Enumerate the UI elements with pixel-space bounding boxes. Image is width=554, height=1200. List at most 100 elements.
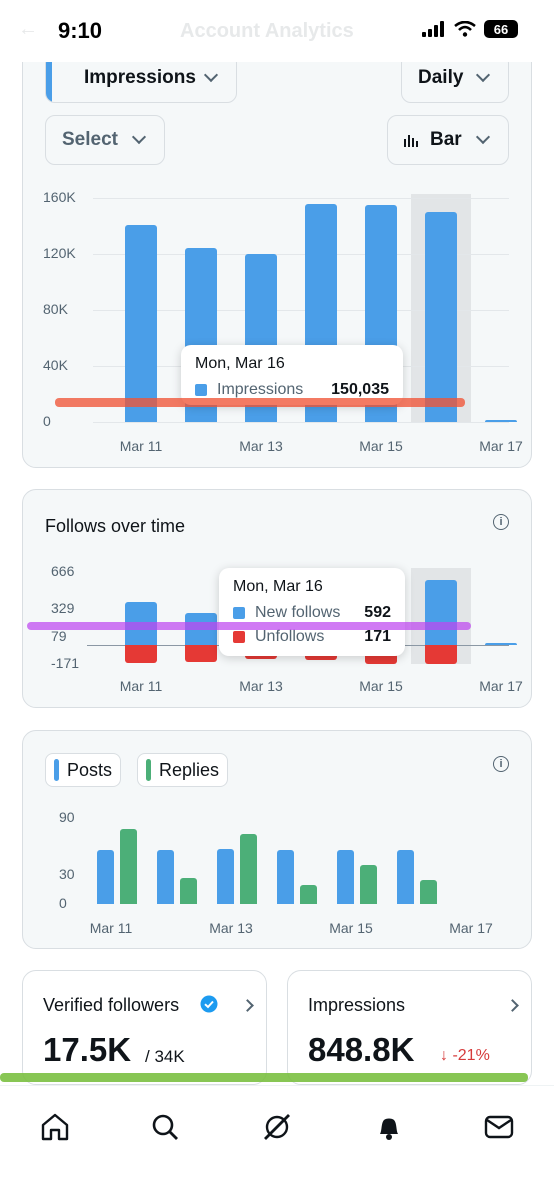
- impressions-chart-card: Impressions Daily Select Bar 160K 120K 80K…: [22, 40, 532, 468]
- impressions-bar: [485, 419, 517, 422]
- x-tick-label: Mar 15: [329, 920, 373, 936]
- grok-icon[interactable]: [260, 1110, 294, 1144]
- chart-type-dropdown[interactable]: Bar: [387, 115, 509, 165]
- info-icon[interactable]: i: [493, 756, 509, 772]
- grid-line: [93, 198, 509, 199]
- highlight-stroke-orange: [55, 398, 465, 407]
- y-tick-label: 329: [51, 600, 75, 617]
- y-tick-label: 40K: [43, 357, 68, 373]
- replies-bar: [240, 834, 257, 904]
- replies-bar: [420, 880, 437, 904]
- posts-bar: [217, 848, 234, 904]
- follows-tooltip: Mon, Mar 16 New follows 592 Unfollows 17…: [219, 568, 405, 656]
- legend-replies-label: Replies: [159, 759, 220, 780]
- y-tick-label: 0: [43, 413, 51, 429]
- grid-line: [93, 310, 509, 311]
- tooltip-date: Mon, Mar 16: [195, 355, 285, 372]
- metric-color-marker: [46, 54, 52, 102]
- impressions-plot: 160K 120K 80K 40K 0 Mar 11 Mar 13 Mar 15 Mar 17: [23, 41, 533, 469]
- tooltip-label: Impressions: [217, 381, 304, 398]
- tooltip-value-unf: 171: [364, 628, 391, 645]
- screen-title: Account Analytics: [180, 20, 354, 42]
- metric-label: Impressions: [84, 67, 196, 88]
- posts-bar: [277, 849, 294, 904]
- x-tick-label: Mar 13: [239, 438, 283, 454]
- verified-followers-title: Verified followers: [43, 995, 180, 1015]
- period-label: Daily: [418, 67, 464, 88]
- messages-icon[interactable]: [482, 1110, 516, 1144]
- tooltip-label-unf: Unfollows: [255, 628, 325, 645]
- grid-line: [93, 254, 509, 255]
- tooltip-date: Mon, Mar 16: [233, 578, 323, 595]
- chevron-right-icon: [506, 999, 519, 1012]
- x-tick-label: Mar 13: [239, 678, 283, 694]
- replies-bar: [120, 829, 137, 904]
- x-tick-label: Mar 11: [89, 920, 133, 936]
- search-icon[interactable]: [148, 1110, 182, 1144]
- unfollows-bar: [425, 645, 457, 664]
- chevron-right-icon: [241, 999, 254, 1012]
- new-follows-bar: [485, 643, 517, 646]
- tooltip-label-new: New follows: [255, 604, 341, 621]
- new-follows-bar: [425, 580, 457, 646]
- impressions-stat-change: ↓ -21%: [440, 1047, 490, 1064]
- posts-replies-card: Posts Replies i 90 30 0 Mar 11 Mar 13 Mar 15 M…: [22, 730, 532, 949]
- verified-badge-icon: [200, 995, 218, 1013]
- notifications-bell-icon[interactable]: [372, 1110, 406, 1144]
- follows-chart-title: Follows over time: [45, 516, 186, 536]
- impressions-bar: [125, 224, 157, 422]
- posts-plot: 90 30 0 Mar 11 Mar 13 Mar 15 Mar 17: [23, 731, 533, 950]
- cellular-signal-icon: [422, 21, 444, 37]
- wifi-icon: [454, 21, 476, 37]
- replies-color-marker: [146, 759, 151, 781]
- chart-type-label: Bar: [430, 129, 462, 150]
- select-dropdown[interactable]: Select: [45, 115, 165, 165]
- unfollows-bar: [125, 645, 157, 664]
- verified-followers-total: / 34K: [145, 1047, 185, 1066]
- y-tick-label: 0: [59, 895, 67, 911]
- x-tick-label: Mar 13: [209, 920, 253, 936]
- x-tick-label: Mar 15: [359, 438, 403, 454]
- impressions-stat-value: 848.8K: [308, 1031, 415, 1068]
- posts-bar: [157, 849, 174, 904]
- tooltip-swatch-new: [233, 607, 245, 619]
- x-tick-label: Mar 17: [479, 438, 523, 454]
- replies-bar: [300, 884, 317, 904]
- info-icon[interactable]: i: [493, 514, 509, 530]
- y-tick-label: -171: [51, 655, 80, 671]
- verified-followers-card[interactable]: Verified followers 17.5K / 34K: [22, 970, 267, 1085]
- grid-line: [93, 422, 509, 423]
- impressions-tooltip: Mon, Mar 16 Impressions 150,035: [181, 345, 403, 405]
- status-bar: ← Account Analytics 9:10 66: [0, 0, 554, 62]
- x-tick-label: Mar 17: [449, 920, 493, 936]
- legend-posts-label: Posts: [67, 759, 113, 780]
- status-time: 9:10: [58, 18, 103, 43]
- replies-bar: [180, 878, 197, 904]
- highlight-stroke-green: [0, 1073, 528, 1082]
- legend-replies[interactable]: Replies: [137, 753, 229, 787]
- legend-posts[interactable]: Posts: [45, 753, 122, 787]
- tooltip-value: 150,035: [331, 381, 389, 398]
- tooltip-swatch: [195, 384, 207, 396]
- verified-followers-value: 17.5K: [43, 1031, 132, 1068]
- y-tick-label: 90: [59, 809, 75, 825]
- impressions-bar: [425, 211, 457, 422]
- posts-bar: [97, 849, 114, 904]
- x-tick-label: Mar 15: [359, 678, 403, 694]
- y-tick-label: 666: [51, 563, 75, 579]
- home-icon[interactable]: [38, 1110, 72, 1144]
- impressions-stat-card[interactable]: Impressions 848.8K ↓ -21%: [287, 970, 532, 1085]
- y-tick-label: 79: [51, 627, 67, 644]
- x-tick-label: Mar 11: [119, 678, 163, 694]
- highlight-stroke-purple: [27, 622, 471, 630]
- tooltip-value-new: 592: [364, 604, 391, 621]
- posts-bar: [397, 849, 414, 904]
- x-tick-label: Mar 11: [119, 438, 163, 454]
- y-tick-label: 30: [59, 866, 75, 883]
- back-arrow-icon[interactable]: ←: [18, 18, 38, 40]
- battery-indicator: 66: [484, 20, 518, 38]
- y-tick-label: 80K: [43, 301, 68, 317]
- posts-color-marker: [54, 759, 59, 781]
- follows-chart-card: Follows over time i 666 329 79 -171 Mar 11 Ma…: [22, 489, 532, 708]
- replies-bar: [360, 864, 377, 904]
